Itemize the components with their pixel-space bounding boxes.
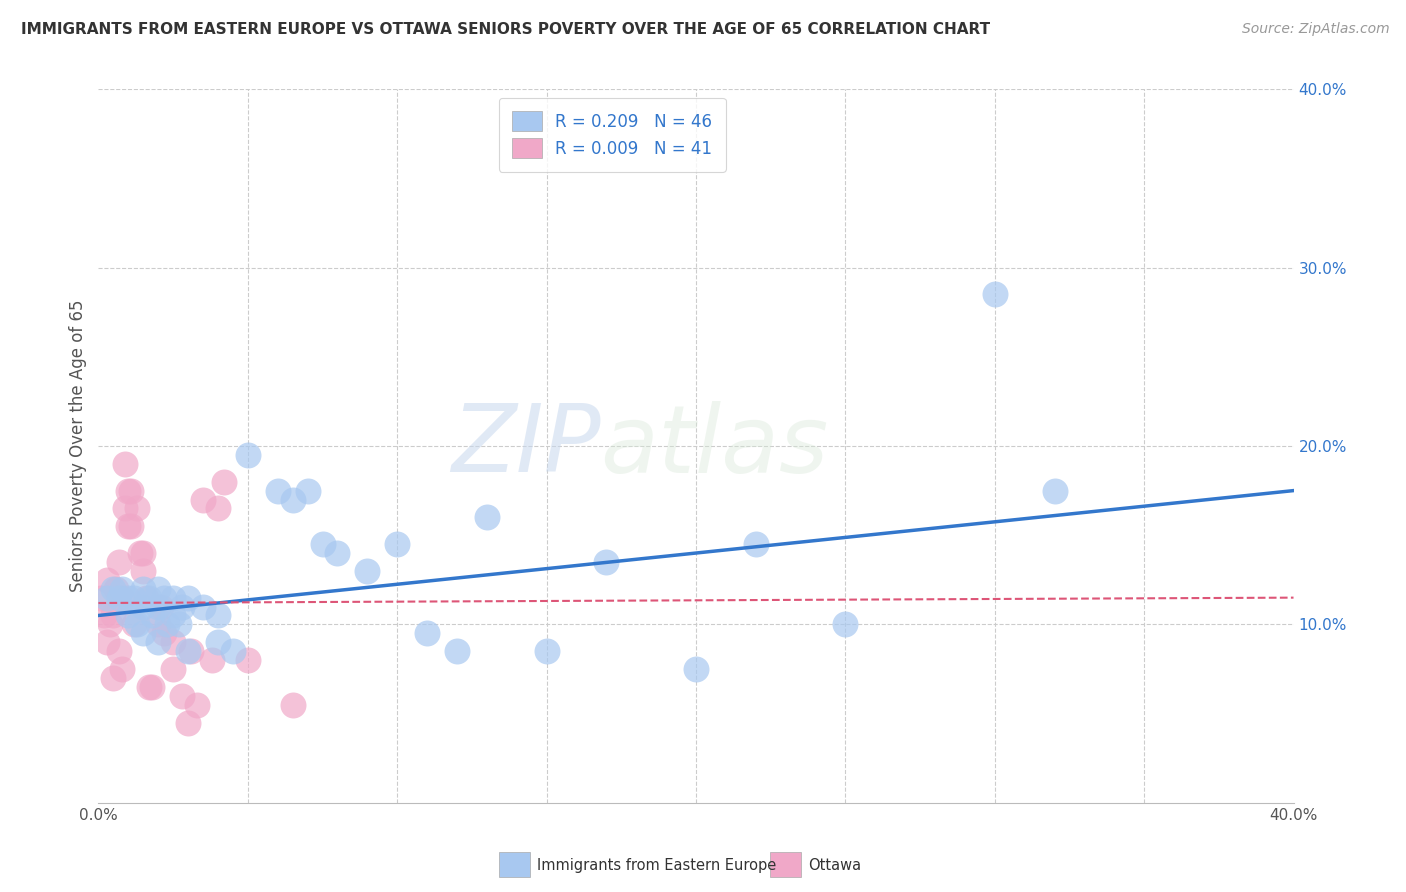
Point xyxy=(385,537,409,551)
Point xyxy=(111,662,134,676)
Point xyxy=(162,591,184,605)
Point xyxy=(177,715,200,730)
Point xyxy=(124,591,146,605)
Point xyxy=(96,635,118,649)
Point xyxy=(96,573,118,587)
Point xyxy=(172,599,194,614)
Point xyxy=(117,591,139,605)
Point xyxy=(132,564,155,578)
Text: atlas: atlas xyxy=(600,401,828,491)
Point xyxy=(186,698,208,712)
Point xyxy=(103,671,125,685)
Text: Immigrants from Eastern Europe: Immigrants from Eastern Europe xyxy=(537,858,776,872)
Point xyxy=(212,475,235,489)
Point xyxy=(141,680,163,694)
Point xyxy=(138,680,160,694)
Point xyxy=(162,635,184,649)
Point xyxy=(685,662,707,676)
Point xyxy=(105,582,128,596)
Point xyxy=(114,501,136,516)
Point xyxy=(135,591,157,605)
Point xyxy=(148,617,170,632)
Point xyxy=(111,591,134,605)
Point xyxy=(108,644,131,658)
Point xyxy=(983,287,1005,301)
Point xyxy=(98,617,122,632)
Point xyxy=(96,591,118,605)
Point xyxy=(172,689,194,703)
Point xyxy=(236,653,259,667)
Point xyxy=(475,510,498,524)
Point xyxy=(124,617,146,632)
Point xyxy=(108,591,131,605)
Point xyxy=(416,626,439,640)
Point xyxy=(132,626,155,640)
Point xyxy=(162,662,184,676)
Point xyxy=(127,501,149,516)
Point xyxy=(103,608,125,623)
Point xyxy=(180,644,202,658)
Point xyxy=(148,635,170,649)
Point xyxy=(114,457,136,471)
Point xyxy=(90,591,112,605)
Point xyxy=(132,582,155,596)
Point xyxy=(595,555,617,569)
Point xyxy=(117,519,139,533)
Point xyxy=(207,635,229,649)
Point xyxy=(153,591,176,605)
Point xyxy=(207,608,229,623)
Point xyxy=(281,698,304,712)
Point xyxy=(281,492,304,507)
Point xyxy=(103,582,125,596)
Point xyxy=(446,644,468,658)
Point xyxy=(326,546,349,560)
Point xyxy=(311,537,333,551)
Point xyxy=(132,546,155,560)
Point xyxy=(120,483,142,498)
Point xyxy=(93,608,115,623)
Point xyxy=(167,617,190,632)
Point xyxy=(267,483,290,498)
Point xyxy=(141,608,163,623)
Point xyxy=(834,617,856,632)
Point xyxy=(132,599,155,614)
Y-axis label: Seniors Poverty Over the Age of 65: Seniors Poverty Over the Age of 65 xyxy=(69,300,87,592)
Point xyxy=(1043,483,1066,498)
Text: IMMIGRANTS FROM EASTERN EUROPE VS OTTAWA SENIORS POVERTY OVER THE AGE OF 65 CORR: IMMIGRANTS FROM EASTERN EUROPE VS OTTAWA… xyxy=(21,22,990,37)
Point xyxy=(148,582,170,596)
Point xyxy=(117,483,139,498)
Point xyxy=(129,546,152,560)
Point xyxy=(207,501,229,516)
Point xyxy=(236,448,259,462)
Text: Source: ZipAtlas.com: Source: ZipAtlas.com xyxy=(1241,22,1389,37)
Point xyxy=(153,626,176,640)
Point xyxy=(120,519,142,533)
Point xyxy=(108,555,131,569)
Point xyxy=(148,599,170,614)
Point xyxy=(191,599,214,614)
Point xyxy=(536,644,558,658)
Text: Ottawa: Ottawa xyxy=(808,858,862,872)
Point xyxy=(191,492,214,507)
Point xyxy=(177,644,200,658)
Point xyxy=(201,653,224,667)
Point xyxy=(177,591,200,605)
Point xyxy=(222,644,245,658)
Legend: R = 0.209   N = 46, R = 0.009   N = 41: R = 0.209 N = 46, R = 0.009 N = 41 xyxy=(499,97,725,171)
Point xyxy=(127,617,149,632)
Point xyxy=(356,564,378,578)
Point xyxy=(111,582,134,596)
Point xyxy=(156,617,179,632)
Point xyxy=(162,608,184,623)
Point xyxy=(138,591,160,605)
Point xyxy=(150,599,173,614)
Point xyxy=(117,608,139,623)
Point xyxy=(745,537,768,551)
Text: ZIP: ZIP xyxy=(451,401,600,491)
Point xyxy=(297,483,319,498)
